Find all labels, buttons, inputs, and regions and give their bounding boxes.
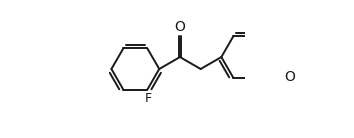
Text: F: F [144, 92, 152, 105]
Text: O: O [175, 20, 185, 34]
Text: O: O [284, 70, 295, 84]
